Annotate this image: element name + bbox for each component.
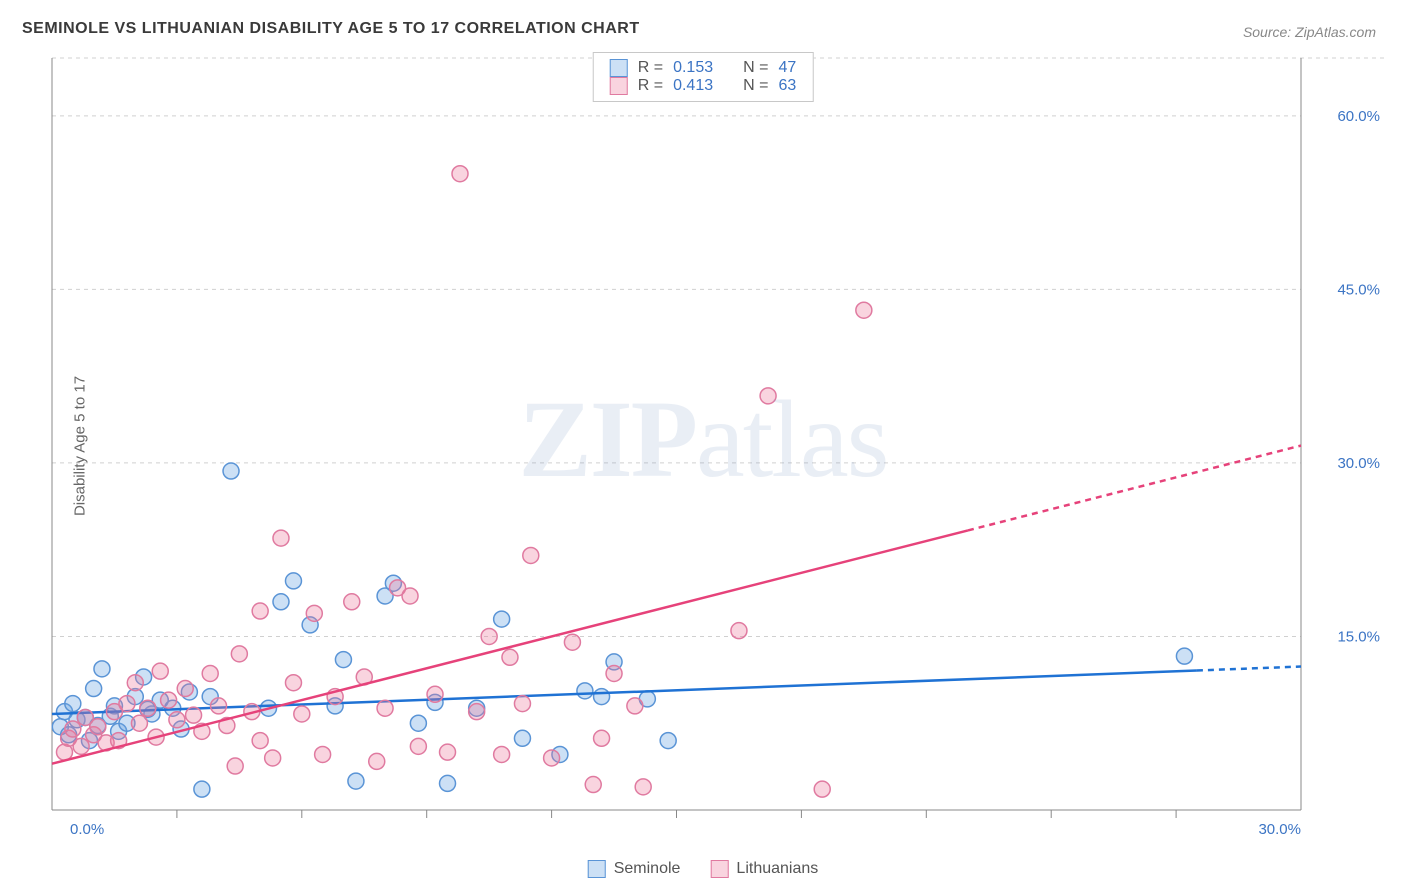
data-point: [285, 675, 301, 691]
data-point: [440, 744, 456, 760]
legend-correlation: R = 0.153 N = 47 R = 0.413 N = 63: [593, 52, 814, 102]
trend-line: [52, 530, 968, 763]
data-point: [65, 721, 81, 737]
data-point: [410, 738, 426, 754]
data-point: [73, 738, 89, 754]
data-point: [252, 733, 268, 749]
data-point: [223, 463, 239, 479]
legend-row: R = 0.153 N = 47: [610, 59, 797, 77]
data-point: [202, 665, 218, 681]
svg-text:15.0%: 15.0%: [1337, 628, 1380, 645]
data-point: [481, 628, 497, 644]
r-label: R =: [638, 59, 663, 77]
data-point: [177, 681, 193, 697]
n-label: N =: [743, 77, 768, 95]
n-value: 63: [778, 77, 796, 95]
svg-text:30.0%: 30.0%: [1337, 455, 1380, 472]
svg-text:60.0%: 60.0%: [1337, 108, 1380, 125]
legend-series: Seminole Lithuanians: [588, 860, 819, 878]
data-point: [856, 302, 872, 318]
chart-title: SEMINOLE VS LITHUANIAN DISABILITY AGE 5 …: [22, 20, 640, 38]
data-point: [469, 704, 485, 720]
data-point: [140, 700, 156, 716]
data-point: [119, 696, 135, 712]
data-point: [514, 730, 530, 746]
legend-label: Lithuanians: [736, 860, 818, 878]
data-point: [65, 696, 81, 712]
data-point: [131, 715, 147, 731]
data-point: [514, 696, 530, 712]
data-point: [594, 730, 610, 746]
data-point: [369, 753, 385, 769]
legend-swatch: [588, 860, 606, 878]
data-point: [306, 605, 322, 621]
data-point: [452, 166, 468, 182]
data-point: [273, 530, 289, 546]
data-point: [494, 746, 510, 762]
n-value: 47: [778, 59, 796, 77]
data-point: [585, 777, 601, 793]
data-point: [760, 388, 776, 404]
data-point: [335, 652, 351, 668]
trend-line-extrapolated: [968, 446, 1301, 531]
data-point: [523, 547, 539, 563]
data-point: [161, 692, 177, 708]
data-point: [186, 707, 202, 723]
data-point: [152, 663, 168, 679]
data-point: [502, 649, 518, 665]
data-point: [635, 779, 651, 795]
data-point: [294, 706, 310, 722]
data-point: [731, 623, 747, 639]
data-point: [169, 712, 185, 728]
data-point: [594, 689, 610, 705]
legend-item: Seminole: [588, 860, 681, 878]
data-point: [227, 758, 243, 774]
legend-item: Lithuanians: [710, 860, 818, 878]
data-point: [285, 573, 301, 589]
data-point: [494, 611, 510, 627]
trend-line-extrapolated: [1197, 667, 1301, 671]
legend-swatch: [610, 77, 628, 95]
r-label: R =: [638, 77, 663, 95]
data-point: [127, 675, 143, 691]
legend-swatch: [610, 59, 628, 77]
data-point: [427, 686, 443, 702]
data-point: [577, 683, 593, 699]
data-point: [231, 646, 247, 662]
data-point: [86, 681, 102, 697]
n-label: N =: [743, 59, 768, 77]
data-point: [94, 661, 110, 677]
data-point: [660, 733, 676, 749]
data-point: [252, 603, 268, 619]
data-point: [348, 773, 364, 789]
r-value: 0.413: [673, 77, 713, 95]
data-point: [194, 781, 210, 797]
data-point: [1176, 648, 1192, 664]
data-point: [265, 750, 281, 766]
data-point: [90, 719, 106, 735]
legend-swatch: [710, 860, 728, 878]
data-point: [315, 746, 331, 762]
plot-area: 15.0% 30.0% 45.0% 60.0% 0.0% 30.0%: [50, 52, 1386, 840]
data-point: [564, 634, 580, 650]
data-point: [814, 781, 830, 797]
data-point: [344, 594, 360, 610]
r-value: 0.153: [673, 59, 713, 77]
scatter-chart: 15.0% 30.0% 45.0% 60.0% 0.0% 30.0%: [50, 52, 1386, 840]
data-point: [402, 588, 418, 604]
data-point: [211, 698, 227, 714]
source-label: Source: ZipAtlas.com: [1243, 24, 1376, 40]
data-point: [606, 665, 622, 681]
legend-row: R = 0.413 N = 63: [610, 77, 797, 95]
data-point: [440, 775, 456, 791]
data-point: [627, 698, 643, 714]
data-point: [410, 715, 426, 731]
svg-text:0.0%: 0.0%: [70, 821, 104, 838]
svg-text:45.0%: 45.0%: [1337, 281, 1380, 298]
data-point: [377, 700, 393, 716]
svg-text:30.0%: 30.0%: [1258, 821, 1301, 838]
data-point: [544, 750, 560, 766]
data-point: [273, 594, 289, 610]
legend-label: Seminole: [614, 860, 681, 878]
